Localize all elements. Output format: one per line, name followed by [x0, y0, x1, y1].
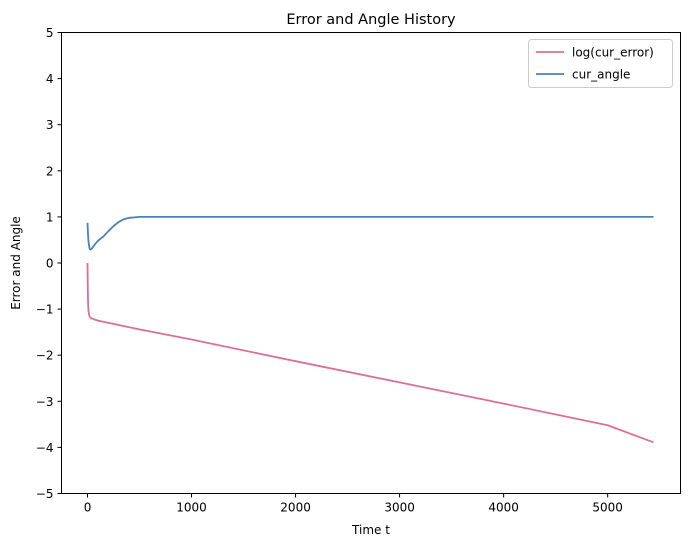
y-tick-label: 4 [46, 72, 54, 86]
x-tick-label: 5000 [592, 501, 623, 515]
y-tick-label: −2 [36, 349, 54, 363]
series-layer [86, 215, 654, 444]
series-line-log-cur-error [86, 262, 654, 444]
legend-box [528, 39, 673, 88]
x-tick-label: 1000 [176, 501, 207, 515]
y-tick-label: 2 [46, 164, 54, 178]
chart-title: Error and Angle History [286, 12, 456, 28]
y-tick-label: 5 [46, 26, 54, 40]
legend-label-log-cur-error: log(cur_error) [572, 46, 654, 60]
y-tick-label: −1 [36, 303, 54, 317]
x-axis-label: Time t [351, 523, 390, 537]
y-tick-label: −5 [36, 487, 54, 501]
x-tick-label: 2000 [280, 501, 311, 515]
x-tick-label: 3000 [384, 501, 415, 515]
legend-label-cur-angle: cur_angle [572, 68, 630, 82]
y-tick-label: 3 [46, 118, 54, 132]
x-tick-label: 4000 [488, 501, 519, 515]
x-axis-ticks: 0 1000 2000 3000 4000 5000 [84, 493, 623, 515]
legend: log(cur_error) cur_angle [528, 39, 673, 88]
plot-area [61, 32, 681, 494]
y-tick-label: 1 [46, 210, 54, 224]
y-tick-label: 0 [46, 257, 54, 271]
x-tick-label: 0 [84, 501, 92, 515]
y-axis-ticks: −5 −4 −3 −2 −1 0 1 2 3 4 5 [36, 26, 62, 501]
y-axis-label: Error and Angle [9, 216, 23, 310]
y-tick-label: −3 [36, 395, 54, 409]
series-line-cur-angle [86, 215, 654, 251]
y-tick-label: −4 [36, 441, 54, 455]
